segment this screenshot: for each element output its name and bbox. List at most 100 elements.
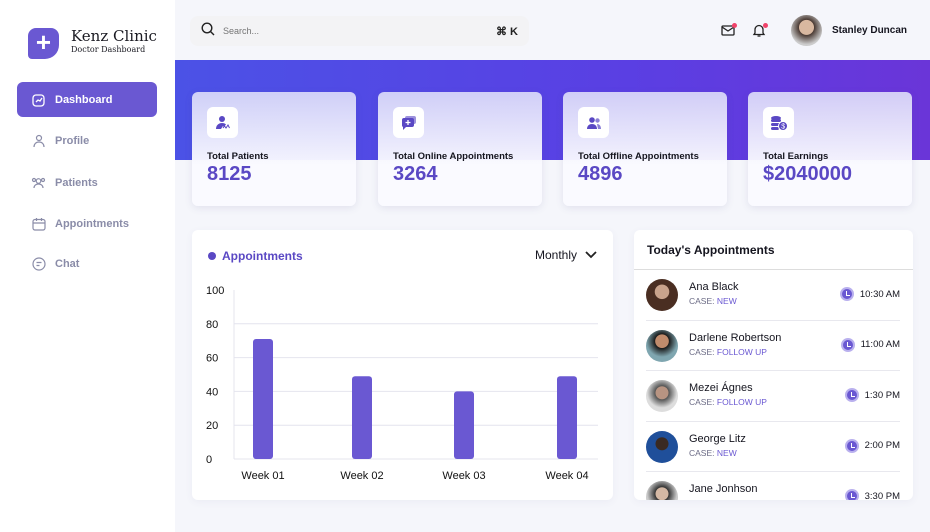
- y-tick-label: 80: [206, 319, 218, 331]
- appointment-row[interactable]: George Litz CASE: NEW 2:00 PM: [646, 422, 900, 472]
- appointment-time: 10:30 AM: [839, 287, 900, 301]
- appointment-time: 2:00 PM: [844, 438, 900, 453]
- stat-card-total-earnings: $ Total Earnings $2040000: [748, 92, 912, 206]
- patient-avatar: [646, 380, 678, 412]
- clock-icon: [840, 337, 855, 352]
- search-shortcut: ⌘ K: [496, 25, 518, 38]
- y-tick-label: 20: [206, 420, 218, 432]
- case-type: FOLLOW UP: [716, 346, 767, 357]
- patient-name: Darlene Robertson: [689, 331, 782, 344]
- time-text: 2:00 PM: [864, 440, 900, 451]
- sidebar-item-label: Chat: [55, 257, 80, 270]
- appointment-time: 1:30 PM: [844, 388, 900, 402]
- sidebar: + Kenz Clinic Doctor Dashboard Dashboard…: [0, 0, 175, 532]
- case-label: CASE: FOLLOW UP: [689, 397, 767, 407]
- search-input[interactable]: [223, 26, 496, 36]
- patient-avatar: [646, 430, 678, 463]
- sidebar-item-dashboard[interactable]: Dashboard: [17, 82, 157, 117]
- y-tick-label: 0: [206, 454, 212, 466]
- period-label: Monthly: [534, 248, 577, 262]
- stat-value: 4896: [578, 163, 623, 185]
- case-type: FOLLOW UP: [716, 397, 767, 407]
- legend-dot: [208, 252, 216, 260]
- case-prefix: CASE:: [689, 397, 715, 407]
- clock-icon: [844, 438, 859, 453]
- x-tick-label: Week 03: [442, 470, 485, 482]
- clock-icon: [844, 489, 859, 500]
- stat-label: Total Patients: [207, 151, 269, 162]
- stat-card-total-patients: Total Patients 8125: [192, 92, 356, 206]
- patient-icon: [207, 107, 238, 138]
- sidebar-item-appointments[interactable]: Appointments: [17, 206, 157, 241]
- stat-label: Total Earnings: [763, 151, 829, 162]
- stat-label: Total Online Appointments: [393, 151, 514, 162]
- user-avatar[interactable]: [791, 15, 822, 46]
- sidebar-item-label: Profile: [55, 134, 90, 147]
- bell-icon[interactable]: [752, 23, 768, 39]
- patient-avatar: [646, 329, 678, 362]
- case-label: CASE: FOLLOW UP: [689, 347, 767, 357]
- y-tick-label: 100: [206, 285, 224, 297]
- user-icon: [31, 133, 46, 148]
- case-label: CASE: NEW: [689, 448, 737, 458]
- search-bar[interactable]: ⌘ K: [190, 16, 529, 46]
- patient-name: Ana Black: [689, 281, 739, 293]
- y-tick-label: 40: [206, 386, 218, 398]
- bar-week-03: [454, 391, 474, 459]
- appointment-row[interactable]: Darlene Robertson CASE: FOLLOW UP 11:00 …: [646, 321, 900, 371]
- x-tick-label: Week 02: [340, 470, 383, 482]
- stat-card-online-appointments: Total Online Appointments 3264: [378, 92, 542, 206]
- bar-week-02: [352, 376, 372, 459]
- time-text: 11:00 AM: [860, 339, 900, 350]
- stat-value: $2040000: [763, 163, 852, 185]
- todays-appointments-card: Today's Appointments Ana Black CASE: NEW…: [634, 230, 913, 500]
- chart-title-text: Appointments: [222, 249, 303, 263]
- group-icon: [578, 107, 609, 138]
- sidebar-item-label: Dashboard: [55, 93, 113, 106]
- case-label: CASE:: [689, 498, 715, 500]
- users-icon: [31, 175, 46, 190]
- case-label: CASE: NEW: [689, 296, 737, 306]
- x-tick-label: Week 04: [545, 470, 588, 482]
- search-icon: [201, 21, 215, 41]
- stat-value: 3264: [393, 163, 438, 185]
- mail-icon[interactable]: [721, 23, 737, 39]
- case-prefix: CASE:: [689, 498, 715, 500]
- clock-icon: [839, 287, 854, 301]
- bar-week-04: [557, 376, 577, 459]
- appointment-row[interactable]: Mezei Ágnes CASE: FOLLOW UP 1:30 PM: [646, 371, 900, 422]
- time-text: 10:30 AM: [859, 288, 900, 300]
- stat-value: 8125: [207, 163, 252, 185]
- chat-plus-icon: [393, 107, 424, 138]
- sidebar-item-label: Appointments: [55, 217, 129, 230]
- clinic-logo-icon: +: [28, 28, 59, 59]
- appointment-row[interactable]: Ana Black CASE: NEW 10:30 AM: [646, 270, 900, 321]
- bar-chart: 0 20 40 60 80 100 Week 01 Week 02 Week 03 Week 04: [206, 285, 598, 482]
- calendar-icon: [31, 216, 46, 231]
- stat-label: Total Offline Appointments: [578, 151, 699, 162]
- appointment-row[interactable]: Jane Jonhson CASE: 3:30 PM: [646, 472, 900, 500]
- period-dropdown[interactable]: Monthly: [535, 248, 597, 262]
- chat-icon: [31, 256, 46, 271]
- time-text: 3:30 PM: [864, 490, 900, 501]
- sidebar-item-chat[interactable]: Chat: [17, 246, 157, 281]
- coins-icon: $: [763, 107, 794, 138]
- sidebar-item-profile[interactable]: Profile: [17, 123, 157, 158]
- clock-icon: [844, 388, 859, 402]
- case-type: NEW: [716, 296, 737, 306]
- case-type: NEW: [716, 447, 737, 458]
- patient-avatar: [646, 279, 678, 311]
- user-name[interactable]: Stanley Duncan: [832, 25, 908, 36]
- chart-title: Appointments: [208, 249, 303, 263]
- chevron-down-icon: [585, 248, 597, 262]
- appointment-time: 3:30 PM: [844, 489, 900, 501]
- appointments-title: Today's Appointments: [634, 230, 913, 270]
- patient-name: Mezei Ágnes: [689, 382, 753, 394]
- appointment-time: 11:00 AM: [840, 337, 900, 352]
- patient-avatar: [646, 481, 678, 500]
- sidebar-item-label: Patients: [55, 176, 98, 189]
- case-prefix: CASE:: [689, 296, 715, 306]
- svg-text:$: $: [781, 123, 785, 130]
- sidebar-item-patients[interactable]: Patients: [17, 165, 157, 200]
- bar-week-01: [253, 339, 273, 459]
